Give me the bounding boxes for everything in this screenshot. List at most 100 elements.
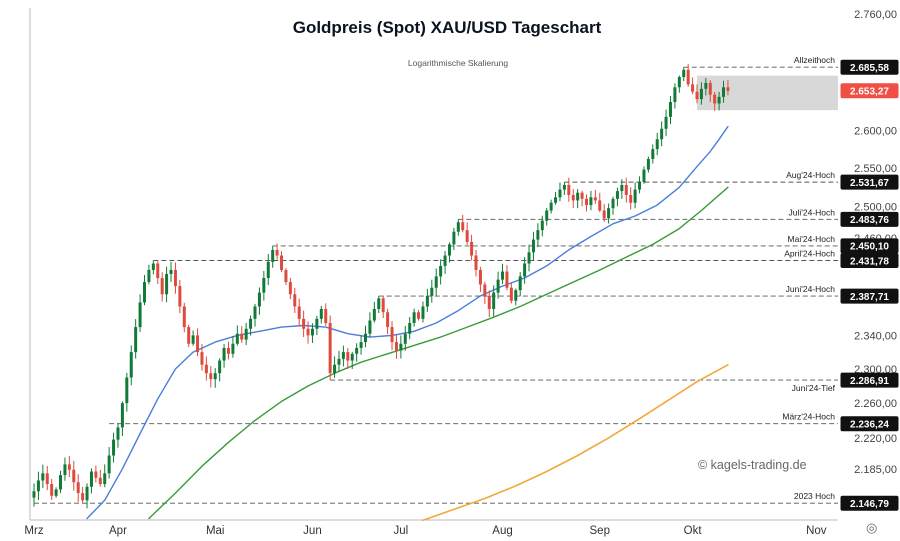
candle-body (558, 189, 562, 198)
candle-body (63, 464, 67, 476)
candle-body (266, 261, 270, 279)
candle-body (45, 473, 49, 485)
candle-body (156, 263, 160, 279)
x-axis-labels: Mrz Apr Mai Jun Jul Aug Sep Okt Nov (24, 525, 826, 537)
candle-body (182, 306, 186, 328)
candle-body (567, 184, 571, 195)
candle-body (54, 489, 58, 496)
candle-body (165, 273, 169, 295)
candle-body (341, 352, 345, 359)
ma-mid-green (148, 186, 729, 520)
level-lines: Allzeithoch Aug'24-Hoch Juli'24-Hoch Mai'24… (34, 55, 838, 504)
candle-body (368, 320, 372, 334)
candle-body (461, 222, 465, 231)
candle-body (94, 471, 98, 478)
candle-body (310, 328, 314, 336)
y-tick-label: 2.500,00 (854, 202, 897, 214)
highlight-zone (697, 75, 838, 111)
candle-body (59, 475, 63, 490)
candle-body (638, 181, 642, 190)
candle-body (107, 455, 111, 474)
candle-body (708, 82, 712, 95)
candle-body (377, 298, 381, 309)
candle-body (103, 473, 107, 485)
candle-body (89, 471, 93, 487)
candle-body (129, 352, 133, 378)
ma-slow-orange (422, 363, 729, 522)
candle-body (439, 265, 443, 277)
ma-fast-blue (86, 125, 729, 520)
candles-layer (32, 64, 730, 509)
candle-body (280, 255, 284, 270)
candle-body (549, 202, 553, 211)
candle-body (50, 484, 54, 496)
month-label: Okt (684, 525, 703, 537)
candle-body (160, 278, 164, 295)
candle-body (218, 360, 222, 374)
candle-body (319, 308, 323, 319)
candle-body (717, 96, 721, 104)
consolidation-zone (697, 75, 838, 111)
candle-body (98, 477, 102, 485)
month-label: Mrz (24, 525, 43, 537)
level-price-badge (840, 174, 899, 190)
candle-body (412, 312, 416, 323)
candle-body (372, 308, 376, 321)
month-label: Aug (492, 525, 512, 537)
month-label: Apr (109, 525, 127, 537)
candle-body (359, 342, 363, 348)
candle-body (337, 358, 341, 365)
y-tick-label: 2.220,00 (854, 433, 897, 445)
candle-body (646, 158, 650, 170)
candle-body (262, 278, 266, 293)
candle-body (275, 249, 279, 256)
candle-body (297, 306, 301, 319)
month-label: Jul (394, 525, 409, 537)
level-price-badge-text: 2.146,79 (850, 499, 889, 510)
level-price-badge-text: 2.483,76 (850, 215, 889, 226)
candle-body (633, 189, 637, 203)
candle-body (302, 318, 306, 329)
candle-body (531, 239, 535, 253)
level-price-badge (840, 416, 899, 432)
candle-body (668, 102, 672, 117)
candle-body (580, 192, 584, 199)
candle-body (505, 271, 509, 288)
candle-body (350, 353, 354, 361)
candle-body (425, 295, 429, 307)
candle-body (244, 328, 248, 340)
candle-body (430, 287, 434, 296)
candle-body (41, 473, 45, 481)
candle-body (204, 364, 208, 374)
candle-body (390, 327, 394, 343)
candle-body (509, 287, 513, 301)
candle-body (682, 69, 686, 78)
level-annotation: März'24-Hoch (782, 412, 835, 422)
candle-body (589, 197, 593, 206)
candle-body (76, 482, 80, 494)
chart-title: Goldpreis (Spot) XAU/USD Tageschart (292, 18, 602, 37)
candle-body (209, 373, 213, 380)
y-tick-label: 2.185,00 (854, 464, 897, 476)
candle-body (470, 242, 474, 256)
candle-body (213, 373, 217, 380)
candle-body (257, 292, 261, 307)
level-price-badge (840, 253, 899, 269)
candle-body (196, 335, 200, 353)
candle-body (474, 255, 478, 270)
candle-body (443, 255, 447, 266)
candle-body (496, 279, 500, 293)
candle-body (328, 322, 332, 374)
current-price-badge (840, 83, 899, 99)
month-label: Nov (806, 525, 827, 537)
level-price-badge-text: 2.531,67 (850, 178, 889, 189)
candle-body (571, 194, 575, 201)
candle-body (478, 269, 482, 285)
candle-body (253, 306, 257, 319)
y-tick-label: 2.260,00 (854, 398, 897, 410)
candle-body (169, 269, 173, 274)
candle-body (200, 352, 204, 365)
candle-body (271, 249, 275, 262)
candle-body (125, 377, 129, 404)
candle-body (686, 69, 690, 85)
